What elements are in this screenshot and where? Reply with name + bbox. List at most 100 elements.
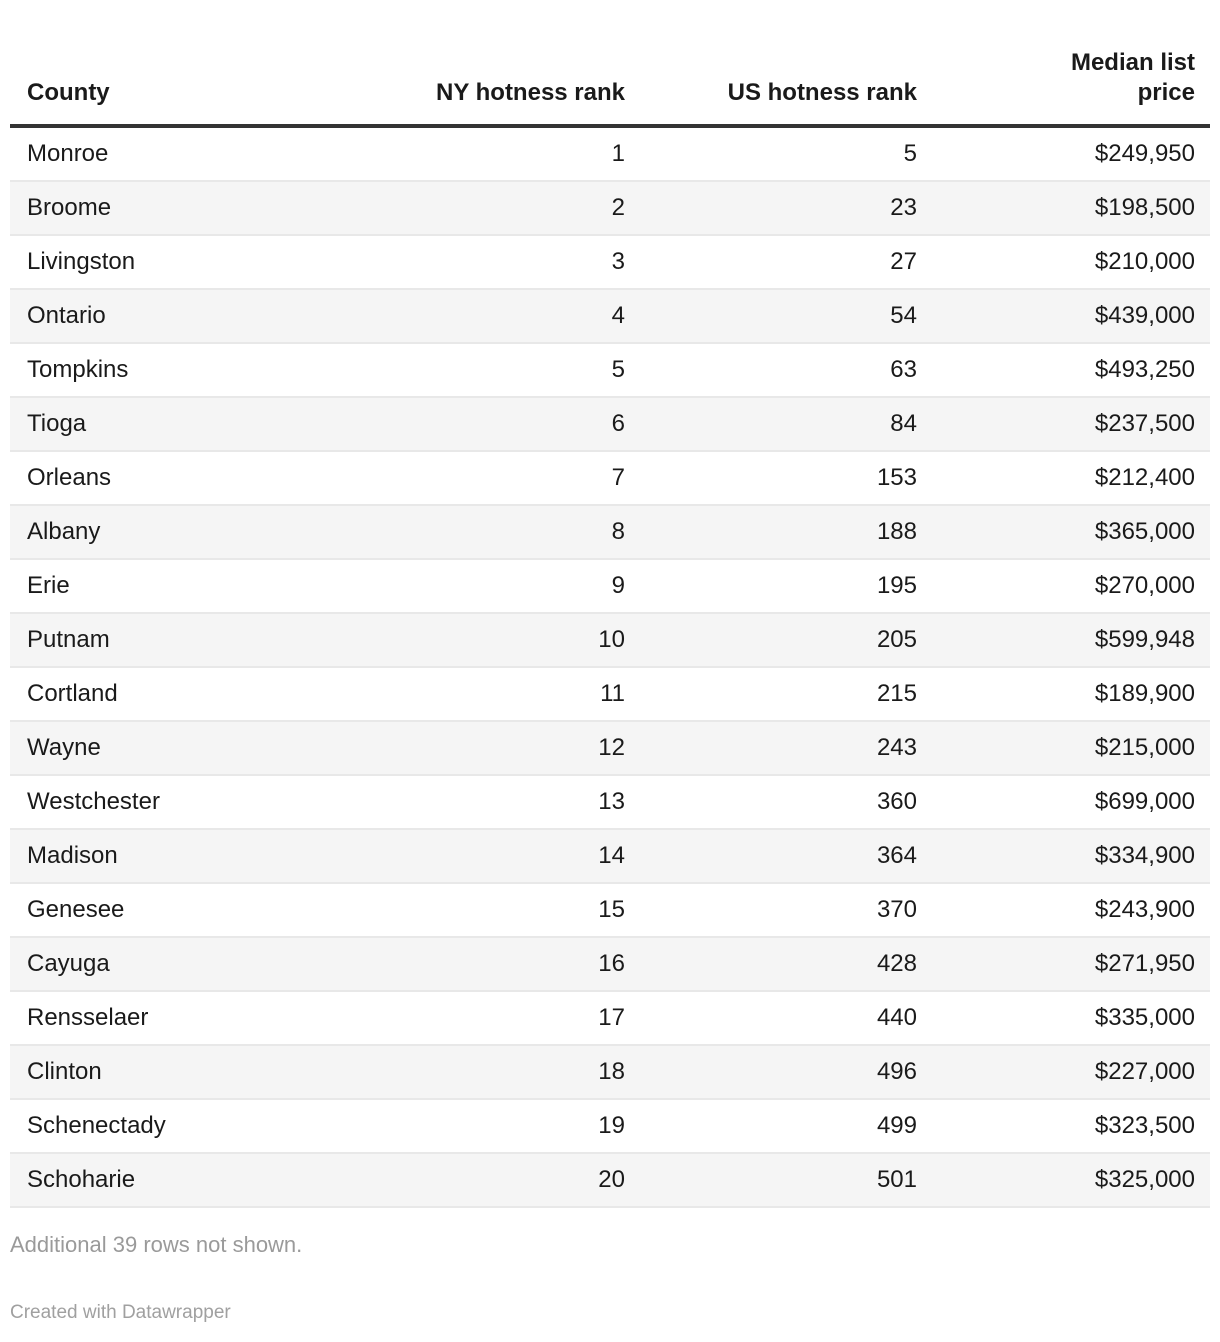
- column-header-ny-rank-label: NY hotness rank: [436, 79, 625, 106]
- table-row: Orleans 7 153 $212,400: [10, 451, 1210, 506]
- table-row: Westchester 13 360 $699,000: [10, 775, 1210, 830]
- cell-median-list-price: $325,000: [932, 1153, 1210, 1208]
- table-row: Albany 8 188 $365,000: [10, 505, 1210, 560]
- cell-county: Schoharie: [10, 1153, 350, 1208]
- table-row: Putnam 10 205 $599,948: [10, 613, 1210, 668]
- column-header-ny-hotness-rank: NY hotness rank: [350, 48, 640, 128]
- cell-ny-hotness-rank: 18: [350, 1045, 640, 1100]
- cell-us-hotness-rank: 84: [640, 397, 932, 452]
- table-body: Monroe 1 5 $249,950 Broome 2 23 $198,500…: [10, 126, 1210, 1208]
- cell-us-hotness-rank: 188: [640, 505, 932, 560]
- table-row: Livingston 3 27 $210,000: [10, 235, 1210, 290]
- cell-county: Orleans: [10, 451, 350, 506]
- cell-us-hotness-rank: 23: [640, 181, 932, 236]
- cell-county: Erie: [10, 559, 350, 614]
- table-row: Schoharie 20 501 $325,000: [10, 1153, 1210, 1208]
- cell-us-hotness-rank: 195: [640, 559, 932, 614]
- cell-county: Monroe: [10, 126, 350, 182]
- cell-us-hotness-rank: 243: [640, 721, 932, 776]
- datawrapper-credit: Created with Datawrapper: [10, 1302, 231, 1323]
- cell-ny-hotness-rank: 13: [350, 775, 640, 830]
- cell-ny-hotness-rank: 10: [350, 613, 640, 668]
- column-header-us-rank-label: US hotness rank: [727, 79, 917, 106]
- cell-median-list-price: $599,948: [932, 613, 1210, 668]
- cell-us-hotness-rank: 364: [640, 829, 932, 884]
- table-row: Clinton 18 496 $227,000: [10, 1045, 1210, 1100]
- cell-county: Cortland: [10, 667, 350, 722]
- cell-county: Albany: [10, 505, 350, 560]
- cell-ny-hotness-rank: 17: [350, 991, 640, 1046]
- cell-county: Clinton: [10, 1045, 350, 1100]
- cell-county: Westchester: [10, 775, 350, 830]
- cell-us-hotness-rank: 205: [640, 613, 932, 668]
- cell-median-list-price: $227,000: [932, 1045, 1210, 1100]
- cell-us-hotness-rank: 440: [640, 991, 932, 1046]
- cell-ny-hotness-rank: 16: [350, 937, 640, 992]
- cell-county: Putnam: [10, 613, 350, 668]
- cell-county: Cayuga: [10, 937, 350, 992]
- cell-county: Wayne: [10, 721, 350, 776]
- cell-ny-hotness-rank: 20: [350, 1153, 640, 1208]
- cell-us-hotness-rank: 5: [640, 126, 932, 182]
- cell-median-list-price: $270,000: [932, 559, 1210, 614]
- cell-us-hotness-rank: 428: [640, 937, 932, 992]
- rows-not-shown-note: Additional 39 rows not shown.: [10, 1232, 303, 1257]
- cell-us-hotness-rank: 496: [640, 1045, 932, 1100]
- cell-county: Livingston: [10, 235, 350, 290]
- cell-county: Madison: [10, 829, 350, 884]
- column-header-median-list-price: Median list price: [932, 48, 1210, 128]
- cell-us-hotness-rank: 499: [640, 1099, 932, 1154]
- cell-county: Genesee: [10, 883, 350, 938]
- cell-median-list-price: $271,950: [932, 937, 1210, 992]
- table-row: Broome 2 23 $198,500: [10, 181, 1210, 236]
- table-row: Tompkins 5 63 $493,250: [10, 343, 1210, 398]
- cell-ny-hotness-rank: 8: [350, 505, 640, 560]
- cell-median-list-price: $198,500: [932, 181, 1210, 236]
- county-hotness-table-chart: County NY hotness rank US hotness rank M…: [10, 0, 1210, 1324]
- cell-us-hotness-rank: 215: [640, 667, 932, 722]
- cell-ny-hotness-rank: 2: [350, 181, 640, 236]
- cell-median-list-price: $493,250: [932, 343, 1210, 398]
- cell-median-list-price: $699,000: [932, 775, 1210, 830]
- column-header-county: County: [10, 48, 350, 128]
- table-row: Rensselaer 17 440 $335,000: [10, 991, 1210, 1046]
- cell-ny-hotness-rank: 9: [350, 559, 640, 614]
- column-header-price-label: Median list price: [1070, 49, 1195, 106]
- table-row: Cortland 11 215 $189,900: [10, 667, 1210, 722]
- cell-ny-hotness-rank: 11: [350, 667, 640, 722]
- table-row: Genesee 15 370 $243,900: [10, 883, 1210, 938]
- column-header-us-hotness-rank: US hotness rank: [640, 48, 932, 128]
- table-row: Cayuga 16 428 $271,950: [10, 937, 1210, 992]
- cell-ny-hotness-rank: 14: [350, 829, 640, 884]
- header-row: County NY hotness rank US hotness rank M…: [10, 48, 1210, 128]
- table-row: Erie 9 195 $270,000: [10, 559, 1210, 614]
- cell-county: Schenectady: [10, 1099, 350, 1154]
- table-row: Madison 14 364 $334,900: [10, 829, 1210, 884]
- cell-median-list-price: $210,000: [932, 235, 1210, 290]
- counties-table: County NY hotness rank US hotness rank M…: [10, 48, 1210, 1208]
- cell-us-hotness-rank: 27: [640, 235, 932, 290]
- table-row: Schenectady 19 499 $323,500: [10, 1099, 1210, 1154]
- table-row: Ontario 4 54 $439,000: [10, 289, 1210, 344]
- cell-median-list-price: $215,000: [932, 721, 1210, 776]
- table-row: Tioga 6 84 $237,500: [10, 397, 1210, 452]
- cell-median-list-price: $212,400: [932, 451, 1210, 506]
- table-row: Monroe 1 5 $249,950: [10, 126, 1210, 182]
- cell-us-hotness-rank: 54: [640, 289, 932, 344]
- cell-median-list-price: $334,900: [932, 829, 1210, 884]
- cell-county: Ontario: [10, 289, 350, 344]
- cell-county: Tioga: [10, 397, 350, 452]
- cell-us-hotness-rank: 153: [640, 451, 932, 506]
- cell-ny-hotness-rank: 15: [350, 883, 640, 938]
- cell-ny-hotness-rank: 19: [350, 1099, 640, 1154]
- cell-ny-hotness-rank: 4: [350, 289, 640, 344]
- cell-median-list-price: $243,900: [932, 883, 1210, 938]
- cell-county: Tompkins: [10, 343, 350, 398]
- cell-median-list-price: $237,500: [932, 397, 1210, 452]
- cell-county: Broome: [10, 181, 350, 236]
- cell-ny-hotness-rank: 7: [350, 451, 640, 506]
- cell-median-list-price: $439,000: [932, 289, 1210, 344]
- cell-ny-hotness-rank: 6: [350, 397, 640, 452]
- cell-median-list-price: $335,000: [932, 991, 1210, 1046]
- cell-us-hotness-rank: 63: [640, 343, 932, 398]
